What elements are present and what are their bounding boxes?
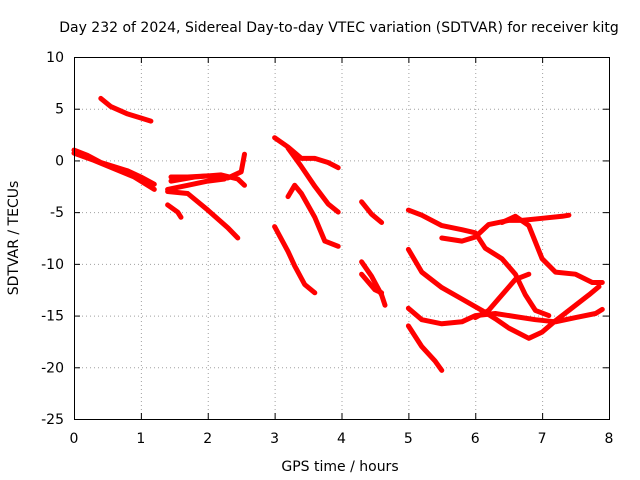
x-tick-label: 1 [136, 431, 145, 447]
x-tick-label: 5 [404, 431, 413, 447]
x-tick-label: 7 [538, 431, 547, 447]
series-track-15 [359, 271, 385, 296]
series-track-11 [285, 182, 341, 249]
y-tick-label: 5 [55, 102, 64, 118]
series-track-8 [165, 202, 184, 220]
x-tick-label: 4 [337, 431, 346, 447]
series-track-3 [98, 95, 154, 124]
y-tick-label: -15 [41, 309, 64, 325]
grid-lines [74, 57, 609, 419]
series-track-5 [168, 172, 247, 188]
series-track-16 [405, 207, 552, 319]
chart-title: Day 232 of 2024, Sidereal Day-to-day VTE… [59, 20, 619, 36]
data-series [71, 95, 605, 373]
series-track-6 [165, 176, 227, 192]
y-tick-label: -10 [41, 257, 64, 273]
y-tick-label: 10 [46, 50, 64, 66]
series-track-19 [405, 305, 605, 327]
x-tick-label: 3 [270, 431, 279, 447]
y-tick-label: -25 [41, 412, 64, 428]
x-tick-label: 2 [203, 431, 212, 447]
y-axis-label: SDTVAR / TECUs [6, 181, 22, 296]
y-tick-label: 0 [55, 153, 64, 169]
y-tick-label: -5 [50, 205, 64, 221]
series-track-12 [272, 224, 318, 296]
x-tick-labels: 0 1 2 3 4 5 6 7 8 [70, 431, 614, 447]
axis-ticks [74, 57, 610, 420]
y-tick-labels: 10 5 0 -5 -10 -15 -20 -25 [41, 50, 64, 428]
series-track-14 [359, 259, 388, 308]
series-track-9 [272, 135, 341, 171]
x-tick-label: 0 [70, 431, 79, 447]
series-track-18 [405, 246, 602, 341]
x-tick-label: 6 [471, 431, 480, 447]
y-tick-label: -20 [41, 360, 64, 376]
x-axis-label: GPS time / hours [281, 459, 398, 475]
x-tick-label: 8 [605, 431, 614, 447]
series-track-21 [499, 213, 605, 285]
series-track-22 [472, 271, 532, 321]
series-track-20 [405, 323, 445, 373]
series-track-13 [359, 199, 385, 225]
series-track-7 [165, 189, 241, 241]
series-track-2 [71, 150, 157, 192]
series-track-10 [285, 145, 341, 215]
